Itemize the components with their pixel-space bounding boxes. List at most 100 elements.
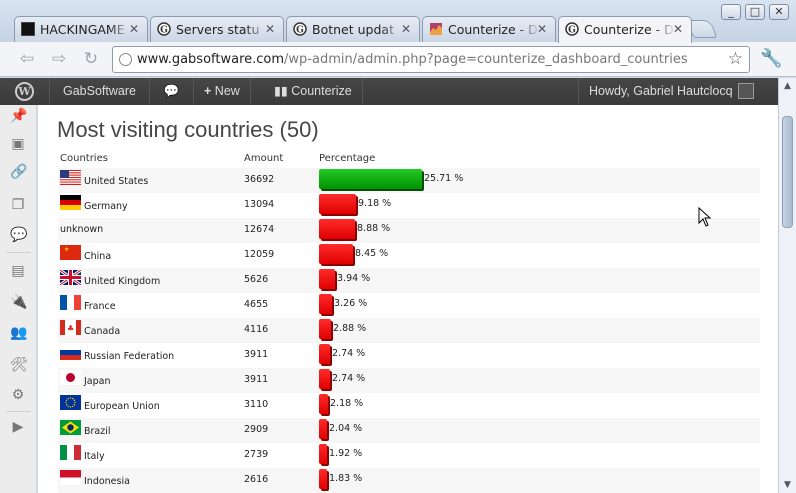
forward-arrow-icon[interactable]: ⇨: [51, 49, 67, 69]
close-window-button[interactable]: ✕: [769, 4, 789, 20]
table-row: Russian Federation 3911 2.74 %: [58, 343, 760, 368]
tab-title: Counterize - D: [584, 22, 674, 37]
reload-icon[interactable]: ↻: [83, 49, 99, 69]
percentage-bar: [319, 269, 335, 289]
percentage-label: 8.45 %: [355, 248, 389, 259]
browser-tab-counterize-1[interactable]: Counterize - D ✕: [422, 16, 556, 42]
page-scrollbar[interactable]: ▲ ▼: [778, 78, 796, 493]
scrollbar-thumb[interactable]: [782, 116, 793, 228]
country-name: Canada: [84, 326, 121, 337]
back-arrow-icon[interactable]: ⇦: [19, 49, 35, 69]
amount-cell: 3110: [244, 399, 269, 410]
svg-text:G: G: [160, 26, 168, 36]
browser-tab-counterize-active[interactable]: G Counterize - D ✕: [558, 16, 692, 43]
amount-cell: 13094: [244, 199, 275, 210]
scroll-up-arrow-icon[interactable]: ▲: [784, 81, 791, 91]
hackingame-favicon-icon: [21, 22, 35, 36]
country-name: Germany: [84, 201, 128, 212]
minimize-button[interactable]: _: [721, 4, 741, 20]
ca-flag-icon: ♣: [60, 320, 81, 335]
bookmark-star-icon[interactable]: ☆: [727, 49, 743, 69]
links-icon[interactable]: 🔗: [10, 164, 28, 180]
countries-table: Countries Amount Percentage United State…: [58, 149, 760, 493]
gb-flag-icon: [59, 268, 82, 287]
country-name: Indonesia: [84, 476, 130, 487]
percentage-label: 2.18 %: [330, 398, 364, 409]
settings-icon[interactable]: ⚙: [11, 387, 25, 403]
plugins-icon[interactable]: 🔌: [10, 294, 28, 310]
amount-cell: 2616: [244, 474, 269, 485]
tab-close-icon[interactable]: ✕: [672, 22, 683, 36]
pages-icon[interactable]: ❐: [11, 197, 25, 213]
counterize-link[interactable]: ▮▮ Counterize: [264, 78, 363, 105]
amount-cell: 12059: [244, 249, 275, 260]
percentage-label: 3.26 %: [334, 298, 368, 309]
us-flag-icon: [60, 170, 81, 185]
table-row: Japan 3911 2.74 %: [58, 368, 760, 393]
de-flag-icon: [60, 195, 81, 210]
eu-flag-icon: [60, 395, 81, 410]
globe-icon: [119, 53, 132, 66]
id-flag-icon: [60, 470, 81, 485]
browser-toolbar: ⇦ ⇨ ↻ www.gabsoftware.com/wp-admin/admin…: [0, 42, 796, 77]
percentage-label: 2.74 %: [332, 373, 366, 384]
browser-tab-servers[interactable]: G Servers statu ✕: [150, 16, 284, 42]
wrench-menu-icon[interactable]: 🔧: [760, 48, 783, 69]
bar-chart-icon: ▮▮: [274, 84, 288, 98]
media-icon[interactable]: ▣: [11, 136, 25, 152]
new-content-link[interactable]: + New: [194, 78, 251, 105]
table-row: unknown 12674 8.88 %: [58, 218, 760, 243]
browser-tab-botnet[interactable]: G Botnet updat ✕: [286, 16, 420, 42]
howdy-greeting: Howdy, Gabriel Hautclocq: [589, 84, 733, 98]
amount-cell: 3911: [244, 374, 269, 385]
tab-close-icon[interactable]: ✕: [264, 22, 275, 36]
country-name: unknown: [60, 224, 104, 235]
comments-icon[interactable]: 💬: [10, 227, 28, 243]
table-row: Indonesia 2616 1.83 %: [58, 468, 760, 493]
sidebar-separator: [6, 252, 31, 253]
table-body: United States 36692 25.71 % Germany 1309…: [58, 168, 760, 493]
percentage-label: 2.88 %: [333, 323, 367, 334]
country-name: Japan: [84, 376, 111, 387]
percentage-bar: [319, 244, 353, 264]
tab-close-icon[interactable]: ✕: [400, 22, 411, 36]
country-name: Brazil: [84, 426, 111, 437]
appearance-icon[interactable]: ▤: [11, 263, 25, 279]
percentage-label: 1.83 %: [329, 473, 363, 484]
tools-icon[interactable]: 🛠: [10, 357, 28, 373]
users-icon[interactable]: 👥: [10, 325, 28, 341]
address-bar[interactable]: www.gabsoftware.com/wp-admin/admin.php?p…: [112, 46, 750, 73]
wordpress-logo-icon: W: [15, 82, 34, 101]
pin-icon[interactable]: 📌: [10, 108, 28, 124]
svg-text:♣: ♣: [67, 324, 74, 333]
percentage-label: 3.94 %: [337, 273, 371, 284]
jp-flag-icon: [60, 370, 81, 385]
table-row: United Kingdom 5626 3.94 %: [58, 268, 760, 293]
scroll-down-arrow-icon[interactable]: ▼: [784, 480, 791, 490]
table-row: Brazil 2909 2.04 %: [58, 418, 760, 443]
table-row: Germany 13094 9.18 %: [58, 193, 760, 218]
amount-cell: 4655: [244, 299, 269, 310]
page-title: Most visiting countries (50): [57, 117, 319, 142]
wp-logo-menu[interactable]: W: [0, 78, 50, 105]
url-domain: www.gabsoftware.com: [137, 52, 285, 67]
tab-close-icon[interactable]: ✕: [536, 22, 547, 36]
comment-bubble-icon: 💬: [163, 84, 180, 98]
my-account-link[interactable]: Howdy, Gabriel Hautclocq: [578, 78, 778, 105]
browser-tab-hackingame[interactable]: HACKINGAME ✕: [14, 16, 148, 42]
table-row: ★ China 12059 8.45 %: [58, 243, 760, 268]
site-name-link[interactable]: GabSoftware: [50, 78, 150, 105]
percentage-bar: [319, 194, 356, 214]
maximize-button[interactable]: □: [745, 4, 765, 20]
tab-close-icon[interactable]: ✕: [128, 22, 139, 36]
country-name: United Kingdom: [84, 276, 161, 287]
percentage-bar: [319, 319, 331, 339]
column-header-countries: Countries: [60, 153, 108, 164]
tab-title: HACKINGAME: [40, 22, 125, 37]
tab-title: Servers statu: [176, 22, 260, 37]
collapse-menu-icon[interactable]: ▶: [12, 419, 24, 435]
svg-text:★: ★: [64, 246, 69, 253]
amount-cell: 3911: [244, 349, 269, 360]
comments-link[interactable]: 💬: [150, 78, 194, 105]
percentage-bar: [319, 444, 327, 464]
